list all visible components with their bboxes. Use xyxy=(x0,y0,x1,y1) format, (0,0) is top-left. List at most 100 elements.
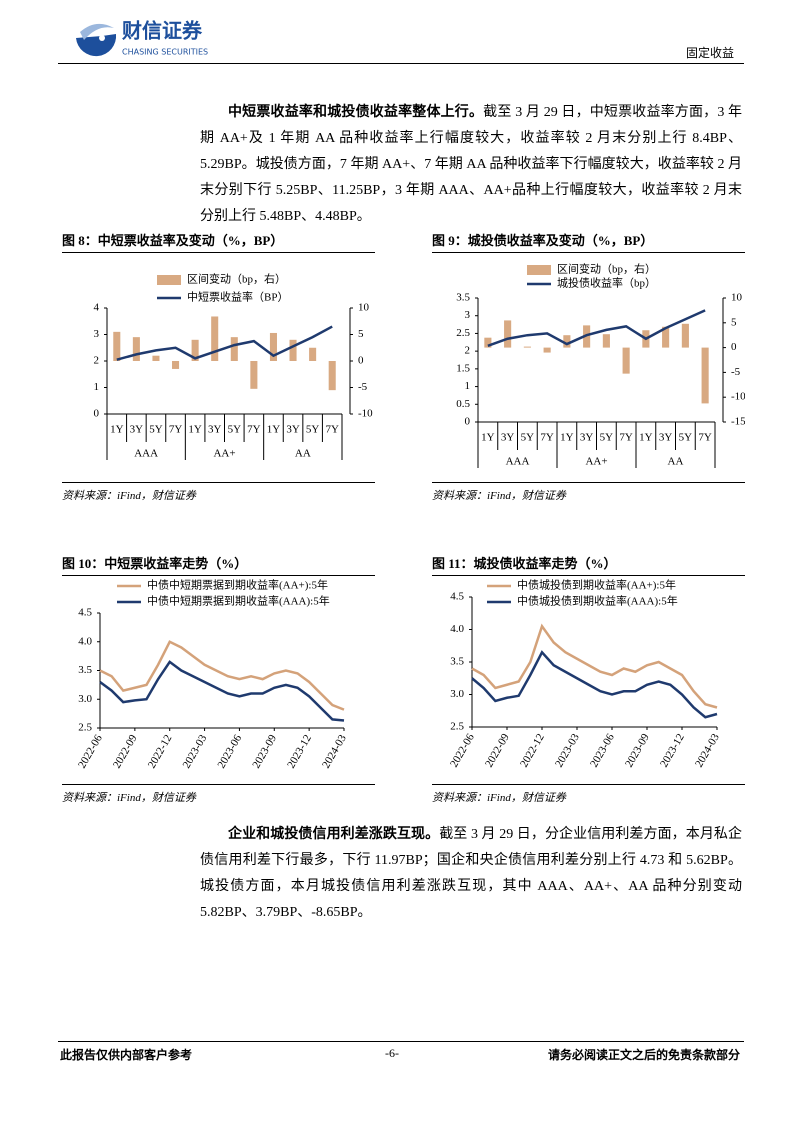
legend-swatch xyxy=(527,265,551,275)
y-tick-label: 0 xyxy=(465,416,471,428)
line xyxy=(471,650,718,719)
legend-label: 中债中短期票据到期收益率(AA+):5年 xyxy=(147,578,328,592)
x-tick-label: 7Y xyxy=(619,432,633,444)
y-tick-label: 4.0 xyxy=(78,635,92,647)
legend-label: 城投债收益率（bp） xyxy=(557,276,656,290)
x-tick-label: 3Y xyxy=(659,432,673,444)
group-label: AA+ xyxy=(213,448,235,460)
x-tick-label: 2024-03 xyxy=(693,731,722,769)
x-tick-label: 1Y xyxy=(639,432,653,444)
figure-title: 图 10：中短票收益率走势（%） xyxy=(62,553,375,576)
y-tick-label: 1 xyxy=(94,381,100,393)
legend-label: 中短票收益率（BP） xyxy=(187,290,288,304)
paragraph: 中短票收益率和城投债收益率整体上行。截至 3 月 29 日，中短票收益率方面，3… xyxy=(200,100,742,230)
x-tick-label: 2023-09 xyxy=(623,731,652,769)
figure-source: 资料来源：iFind，财信证券 xyxy=(432,784,745,805)
bar xyxy=(622,347,630,374)
legend-swatch xyxy=(157,275,181,285)
bar xyxy=(113,331,121,361)
bar xyxy=(543,347,551,353)
line xyxy=(471,623,718,709)
y2-tick-label: -5 xyxy=(358,381,368,393)
line xyxy=(487,309,706,348)
y-tick-label: 3 xyxy=(94,328,100,340)
x-tick-label: 2022-06 xyxy=(448,731,477,769)
x-tick-label: 2022-12 xyxy=(146,733,175,771)
bar xyxy=(269,332,277,361)
y-tick-label: 3.5 xyxy=(78,664,92,676)
y2-tick-label: 5 xyxy=(358,328,364,340)
bar xyxy=(701,347,709,404)
y-tick-label: 4.5 xyxy=(78,607,92,619)
y-tick-label: 2.5 xyxy=(78,722,92,734)
x-tick-label: 5Y xyxy=(149,424,163,436)
bar xyxy=(230,337,238,361)
header-rule xyxy=(58,63,744,64)
y-tick-label: 4.5 xyxy=(450,591,464,603)
x-tick-label: 3Y xyxy=(580,432,594,444)
x-tick-label: 2023-12 xyxy=(658,732,687,770)
y2-tick-label: -10 xyxy=(358,408,373,420)
logo: 财信证券 CHASING SECURITIES xyxy=(76,19,208,57)
group-label: AAA xyxy=(134,448,158,460)
chart: 区间变动（bp，右） 中短票收益率（BP） 0 1 2 3 4 -10 -5 0 5 10 1Y 3Y 5Y… xyxy=(94,272,373,460)
bar xyxy=(211,316,219,361)
x-tick-label: 2022-06 xyxy=(76,732,105,770)
bar xyxy=(602,334,610,348)
legend-label: 中债城投债到期收益率(AAA):5年 xyxy=(517,594,678,608)
figure-title: 图 9：城投债收益率及变动（%，BP） xyxy=(432,230,745,253)
line xyxy=(99,660,345,722)
x-tick-label: 3Y xyxy=(286,424,300,436)
y-tick-label: 2 xyxy=(465,345,471,357)
bar xyxy=(328,361,336,391)
bar xyxy=(172,361,180,369)
bar xyxy=(191,339,199,361)
x-tick-label: 7Y xyxy=(698,432,712,444)
y2-tick-label: -5 xyxy=(731,366,741,378)
paragraph: 企业和城投债信用利差涨跌互现。截至 3 月 29 日，分企业信用利差方面，本月私… xyxy=(200,822,742,926)
x-tick-label: 7Y xyxy=(169,424,183,436)
x-tick-label: 7Y xyxy=(325,424,339,436)
y-tick-label: 1.5 xyxy=(456,362,470,374)
x-tick-label: 2022-12 xyxy=(518,732,547,770)
bar xyxy=(563,335,571,348)
legend-label: 中债中短期票据到期收益率(AAA):5年 xyxy=(147,594,330,608)
y-tick-label: 2.5 xyxy=(456,327,470,339)
y2-tick-label: -10 xyxy=(731,391,745,403)
bar xyxy=(152,355,160,361)
line xyxy=(116,325,333,361)
legend-label: 中债城投债到期收益率(AA+):5年 xyxy=(517,578,676,592)
x-tick-label: 2024-03 xyxy=(320,732,349,770)
bar xyxy=(681,323,689,348)
bar xyxy=(250,361,258,389)
figure-source: 资料来源：iFind，财信证券 xyxy=(62,482,375,503)
x-tick-label: 5Y xyxy=(521,432,535,444)
x-tick-label: 2023-06 xyxy=(588,731,617,769)
y2-tick-label: 5 xyxy=(731,316,737,328)
y-tick-label: 2.5 xyxy=(450,721,464,733)
figure-title: 图 8：中短票收益率及变动（%，BP） xyxy=(62,230,375,253)
section: 固定收益 xyxy=(686,46,735,60)
footer-left: 此报告仅供内部客户参考 xyxy=(60,1048,193,1062)
x-tick-label: 2023-03 xyxy=(181,732,210,770)
x-tick-label: 3Y xyxy=(130,424,144,436)
figure-source: 资料来源：iFind，财信证券 xyxy=(432,482,745,503)
y-tick-label: 0 xyxy=(94,408,100,420)
figure-title: 图 11：城投债收益率走势（%） xyxy=(432,553,745,576)
bar xyxy=(523,346,531,348)
footer-rule xyxy=(58,1041,744,1042)
x-tick-label: 5Y xyxy=(306,424,320,436)
x-tick-label: 2022-09 xyxy=(483,731,512,769)
y-tick-label: 1 xyxy=(465,380,471,392)
bar xyxy=(504,320,512,348)
group-label: AA xyxy=(295,448,311,460)
x-tick-label: 3Y xyxy=(501,432,515,444)
x-tick-label: 1Y xyxy=(188,424,202,436)
y-tick-label: 3.5 xyxy=(450,656,464,668)
lead: 企业和城投债信用利差涨跌互现。 xyxy=(228,827,440,842)
line xyxy=(99,640,345,711)
x-tick-label: 1Y xyxy=(267,424,281,436)
y2-tick-label: 10 xyxy=(358,302,370,314)
group-label: AA+ xyxy=(585,456,607,468)
